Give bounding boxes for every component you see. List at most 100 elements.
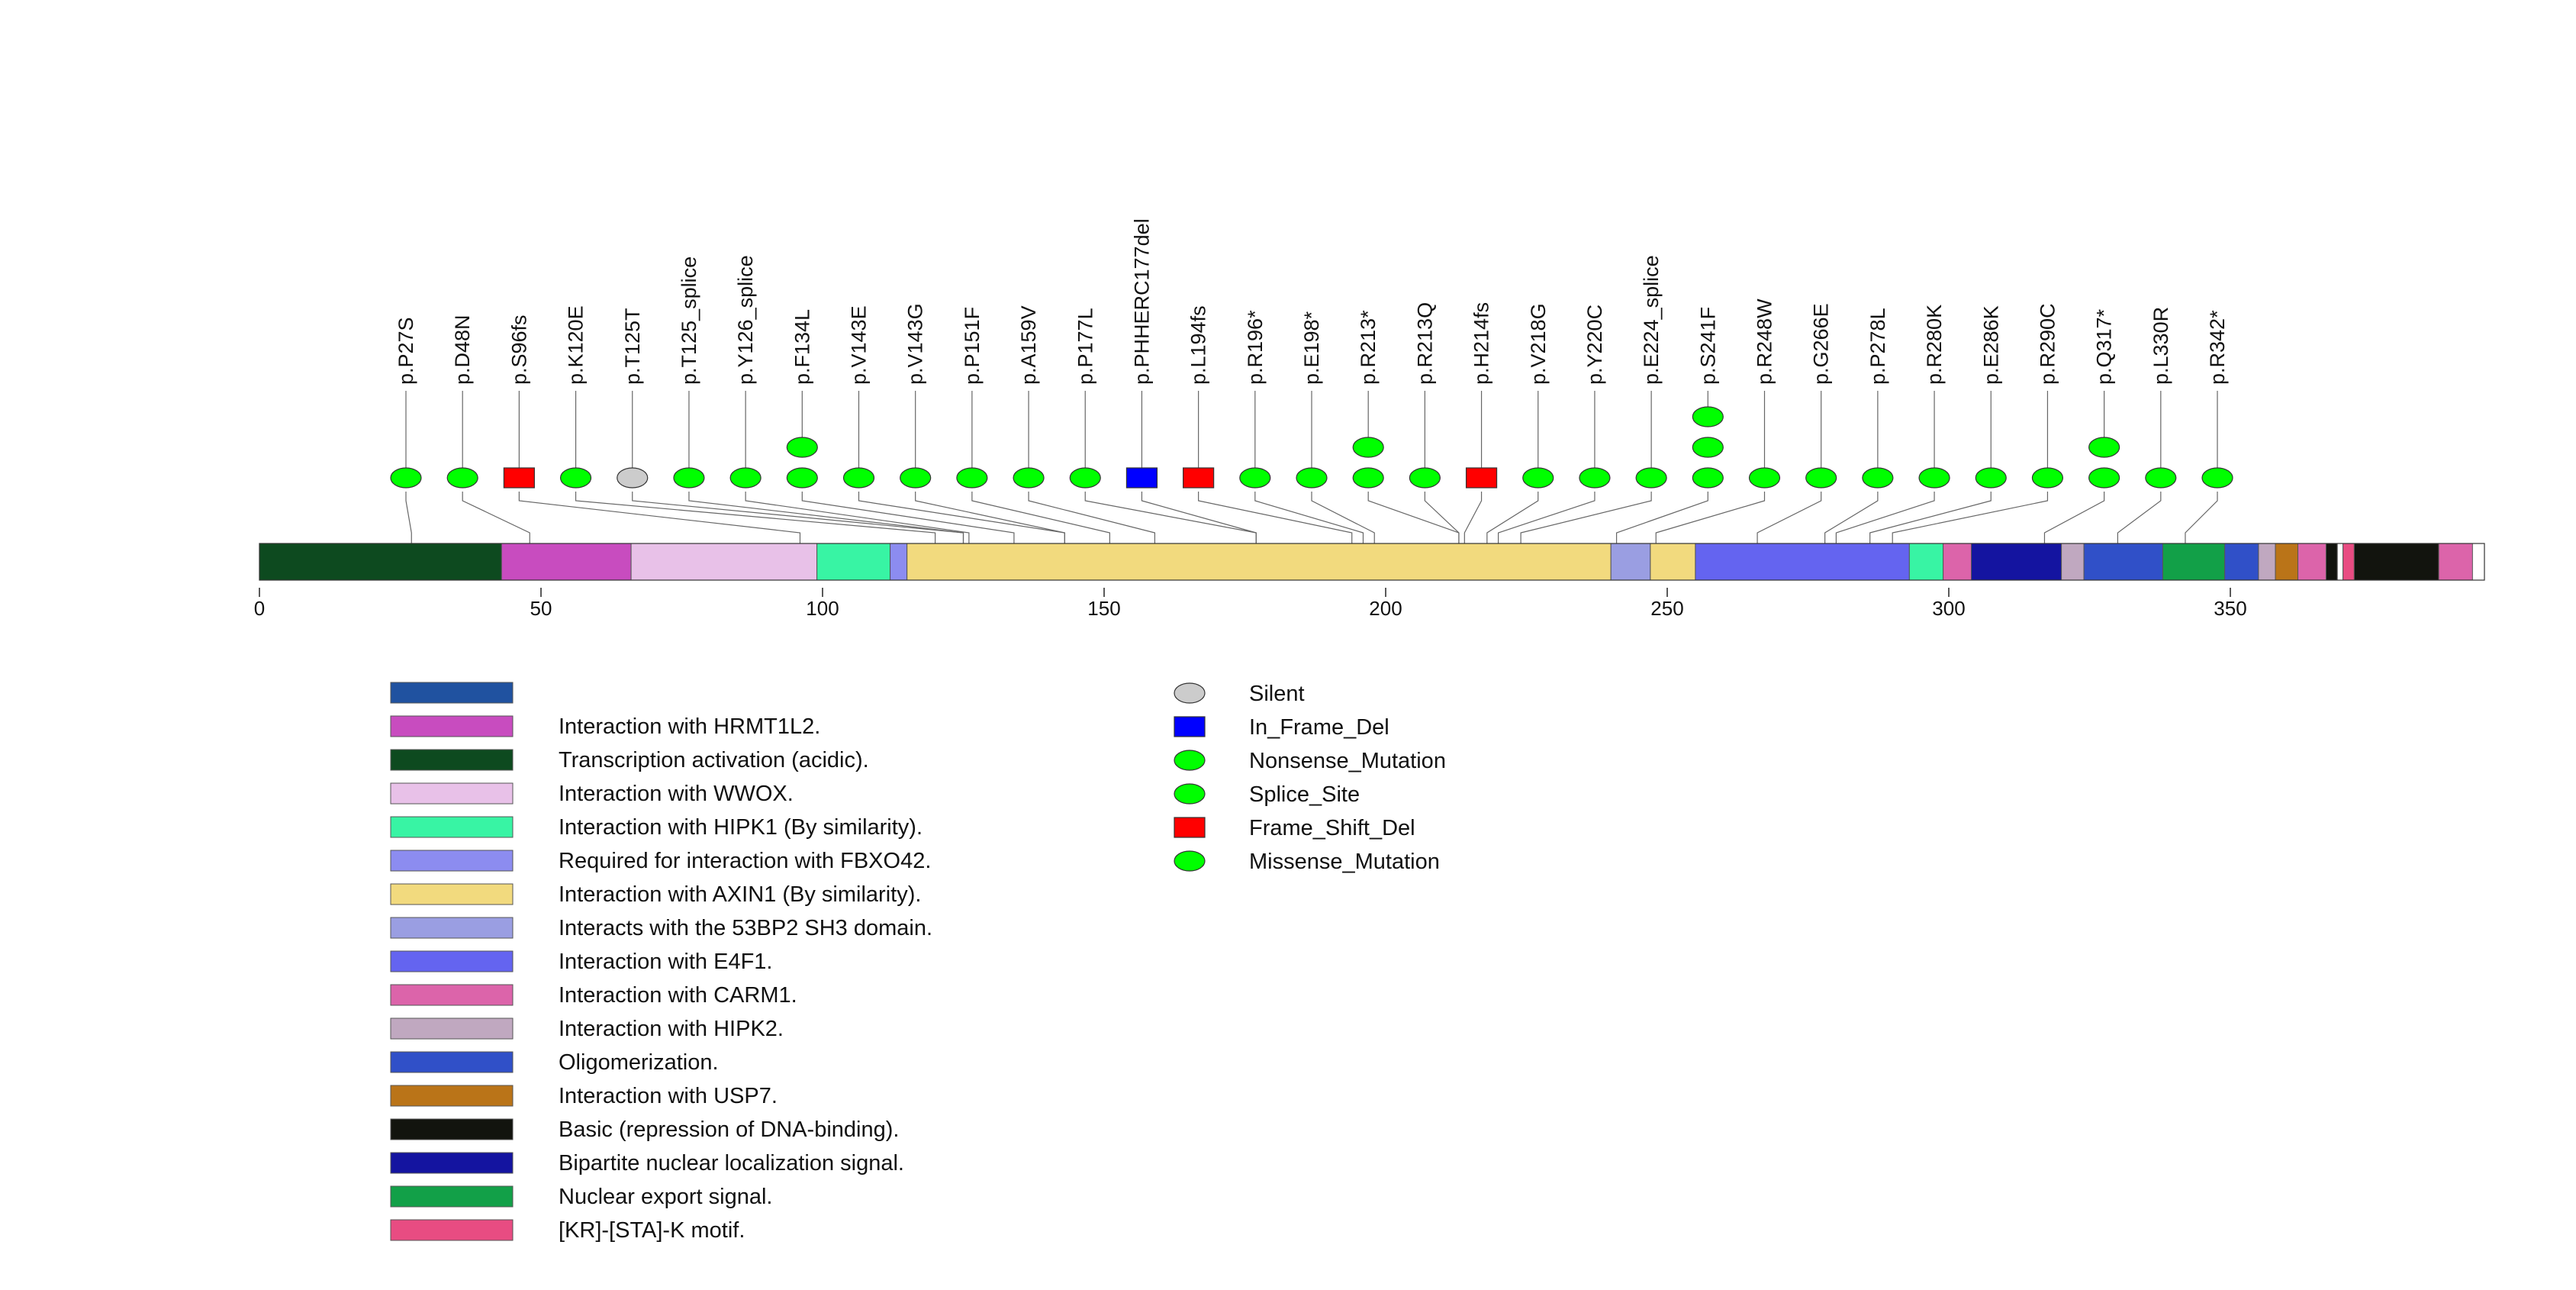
mutation-legend-square	[1174, 716, 1206, 737]
domain-legend-label: Transcription activation (acidic).	[559, 748, 869, 772]
mutation-label: p.R213Q	[1413, 302, 1436, 385]
mutation-legend-label: Nonsense_Mutation	[1249, 749, 1446, 773]
domain-segment	[2162, 543, 2226, 581]
mutation-marker-circle	[1975, 467, 2007, 489]
position-axis: 0 50 100 150 200 250 300 350	[254, 588, 2247, 620]
domain-legend-swatch	[390, 1152, 514, 1174]
mutation-marker-circle	[2201, 467, 2233, 489]
mutation-label: p.T125T	[621, 308, 644, 385]
domain-legend-swatch	[390, 1085, 514, 1107]
mutation-marker-circle	[956, 467, 988, 489]
domain-legend-swatch	[390, 1051, 514, 1073]
mutation-legend-label: In_Frame_Del	[1249, 715, 1389, 740]
mutation-marker-circle	[1805, 467, 1837, 489]
mutation-marker-circle	[446, 467, 478, 489]
mutation-marker-circle	[1352, 437, 1384, 458]
mutation-label: p.R290C	[2036, 303, 2059, 385]
mutation-label: p.R280K	[1923, 305, 1946, 385]
domain-legend-swatch	[390, 883, 514, 905]
axis-tick-label: 50	[530, 597, 552, 620]
mutation-label: p.V143E	[848, 305, 871, 385]
mutation-label: p.F134L	[791, 309, 813, 385]
domain-segment	[2325, 543, 2338, 581]
domain-segment	[1610, 543, 1651, 581]
domain-segment	[1695, 543, 1910, 581]
domain-legend-label: Interacts with the 53BP2 SH3 domain.	[559, 916, 932, 940]
domain-legend-label: Interaction with HIPK2.	[559, 1017, 784, 1041]
axis-tick-label: 300	[1932, 597, 1965, 620]
mutation-label: p.A159V	[1017, 305, 1040, 385]
domain-segment	[2297, 543, 2326, 581]
mutation-label: p.K120E	[565, 305, 588, 385]
mutation-marker-circle	[786, 437, 818, 458]
axis-tick-label: 0	[254, 597, 265, 620]
mutation-label: p.Q317*	[2093, 308, 2116, 385]
domain-legend-label: Bipartite nuclear localization signal.	[559, 1151, 904, 1176]
mutation-marker-circle	[1918, 467, 1950, 489]
domain-segment	[501, 543, 632, 581]
mutation-marker-circle	[1635, 467, 1667, 489]
mutation-legend-label: Splice_Site	[1249, 782, 1360, 807]
domain-legend-swatch	[390, 782, 514, 805]
domain-legend-label: Required for interaction with FBXO42.	[559, 849, 931, 873]
mutation-label: p.S241F	[1696, 307, 1719, 385]
axis-tick-label: 200	[1369, 597, 1402, 620]
domain-legend-swatch	[390, 749, 514, 771]
mutation-label: p.P27S	[394, 317, 417, 385]
domain-legend-swatch	[390, 816, 514, 838]
domain-legend-swatch	[390, 682, 514, 704]
mutation-marker-circle	[617, 467, 649, 489]
domain-legend-label: Interaction with USP7.	[559, 1084, 778, 1108]
domain-segment	[1650, 543, 1696, 581]
domain-legend: Interaction with HRMT1L2. Transcription a…	[390, 682, 932, 1243]
mutation-marker-square	[1125, 467, 1158, 489]
mutation-marker-circle	[842, 467, 875, 489]
mutation-marker-circle	[1579, 467, 1611, 489]
mutation-marker-circle	[1748, 467, 1781, 489]
mutation-label: p.R196*	[1244, 310, 1267, 385]
domain-legend-swatch	[390, 715, 514, 737]
domain-legend-label: Interaction with HRMT1L2.	[559, 714, 820, 739]
mutation-marker-square	[1183, 467, 1215, 489]
mutation-legend-circle	[1174, 783, 1206, 805]
mutation-label: p.R213*	[1357, 310, 1380, 385]
mutation-marker-circle	[786, 467, 818, 489]
domain-segment	[816, 543, 891, 581]
domain-legend-label: Interaction with AXIN1 (By similarity).	[559, 882, 921, 907]
mutation-label: p.Y220C	[1583, 305, 1606, 385]
domain-legend-label: Basic (repression of DNA-binding).	[559, 1117, 899, 1142]
mutation-marker-circle	[1862, 467, 1894, 489]
mutation-marker-circle	[1692, 406, 1724, 427]
domain-legend-swatch	[390, 1185, 514, 1208]
domain-legend-label: Interaction with E4F1.	[559, 950, 772, 974]
mutation-label: p.H214fs	[1470, 302, 1493, 385]
axis-tick-label: 100	[806, 597, 839, 620]
mutation-marker-circle	[1522, 467, 1554, 489]
mutation-label: p.P151F	[961, 307, 984, 385]
mutation-label: p.P177L	[1074, 308, 1096, 385]
mutation-marker-circle	[1296, 467, 1328, 489]
domain-segment	[2275, 543, 2299, 581]
mutation-marker-circle	[2031, 467, 2064, 489]
domain-legend-label: Interaction with HIPK1 (By similarity).	[559, 815, 923, 840]
mutation-type-legend: Silent In_Frame_Del Nonsense_Mutation Splic…	[1174, 682, 1446, 874]
mutation-label: p.Y126_splice	[734, 255, 757, 385]
mutation-marker-circle	[1013, 467, 1045, 489]
mutation-legend-circle	[1174, 750, 1206, 771]
mutation-marker-circle	[2088, 437, 2120, 458]
mutation-marker-circle	[1692, 467, 1724, 489]
protein-domain-bar	[259, 543, 2485, 581]
domain-legend-swatch	[390, 1017, 514, 1040]
domain-segment	[2061, 543, 2085, 581]
mutation-label: p.E224_splice	[1640, 255, 1663, 385]
domain-legend-swatch	[390, 950, 514, 972]
mutation-label: p.S96fs	[507, 314, 530, 385]
domain-segment	[2336, 543, 2344, 581]
domain-legend-label: [KR]-[STA]-K motif.	[559, 1218, 745, 1243]
mutation-marker-circle	[1409, 467, 1441, 489]
mutation-label: p.PHHERC177del	[1130, 218, 1153, 385]
mutation-marker-circle	[2088, 467, 2120, 489]
mutation-legend-circle	[1174, 682, 1206, 704]
mutation-marker-circle	[1239, 467, 1271, 489]
